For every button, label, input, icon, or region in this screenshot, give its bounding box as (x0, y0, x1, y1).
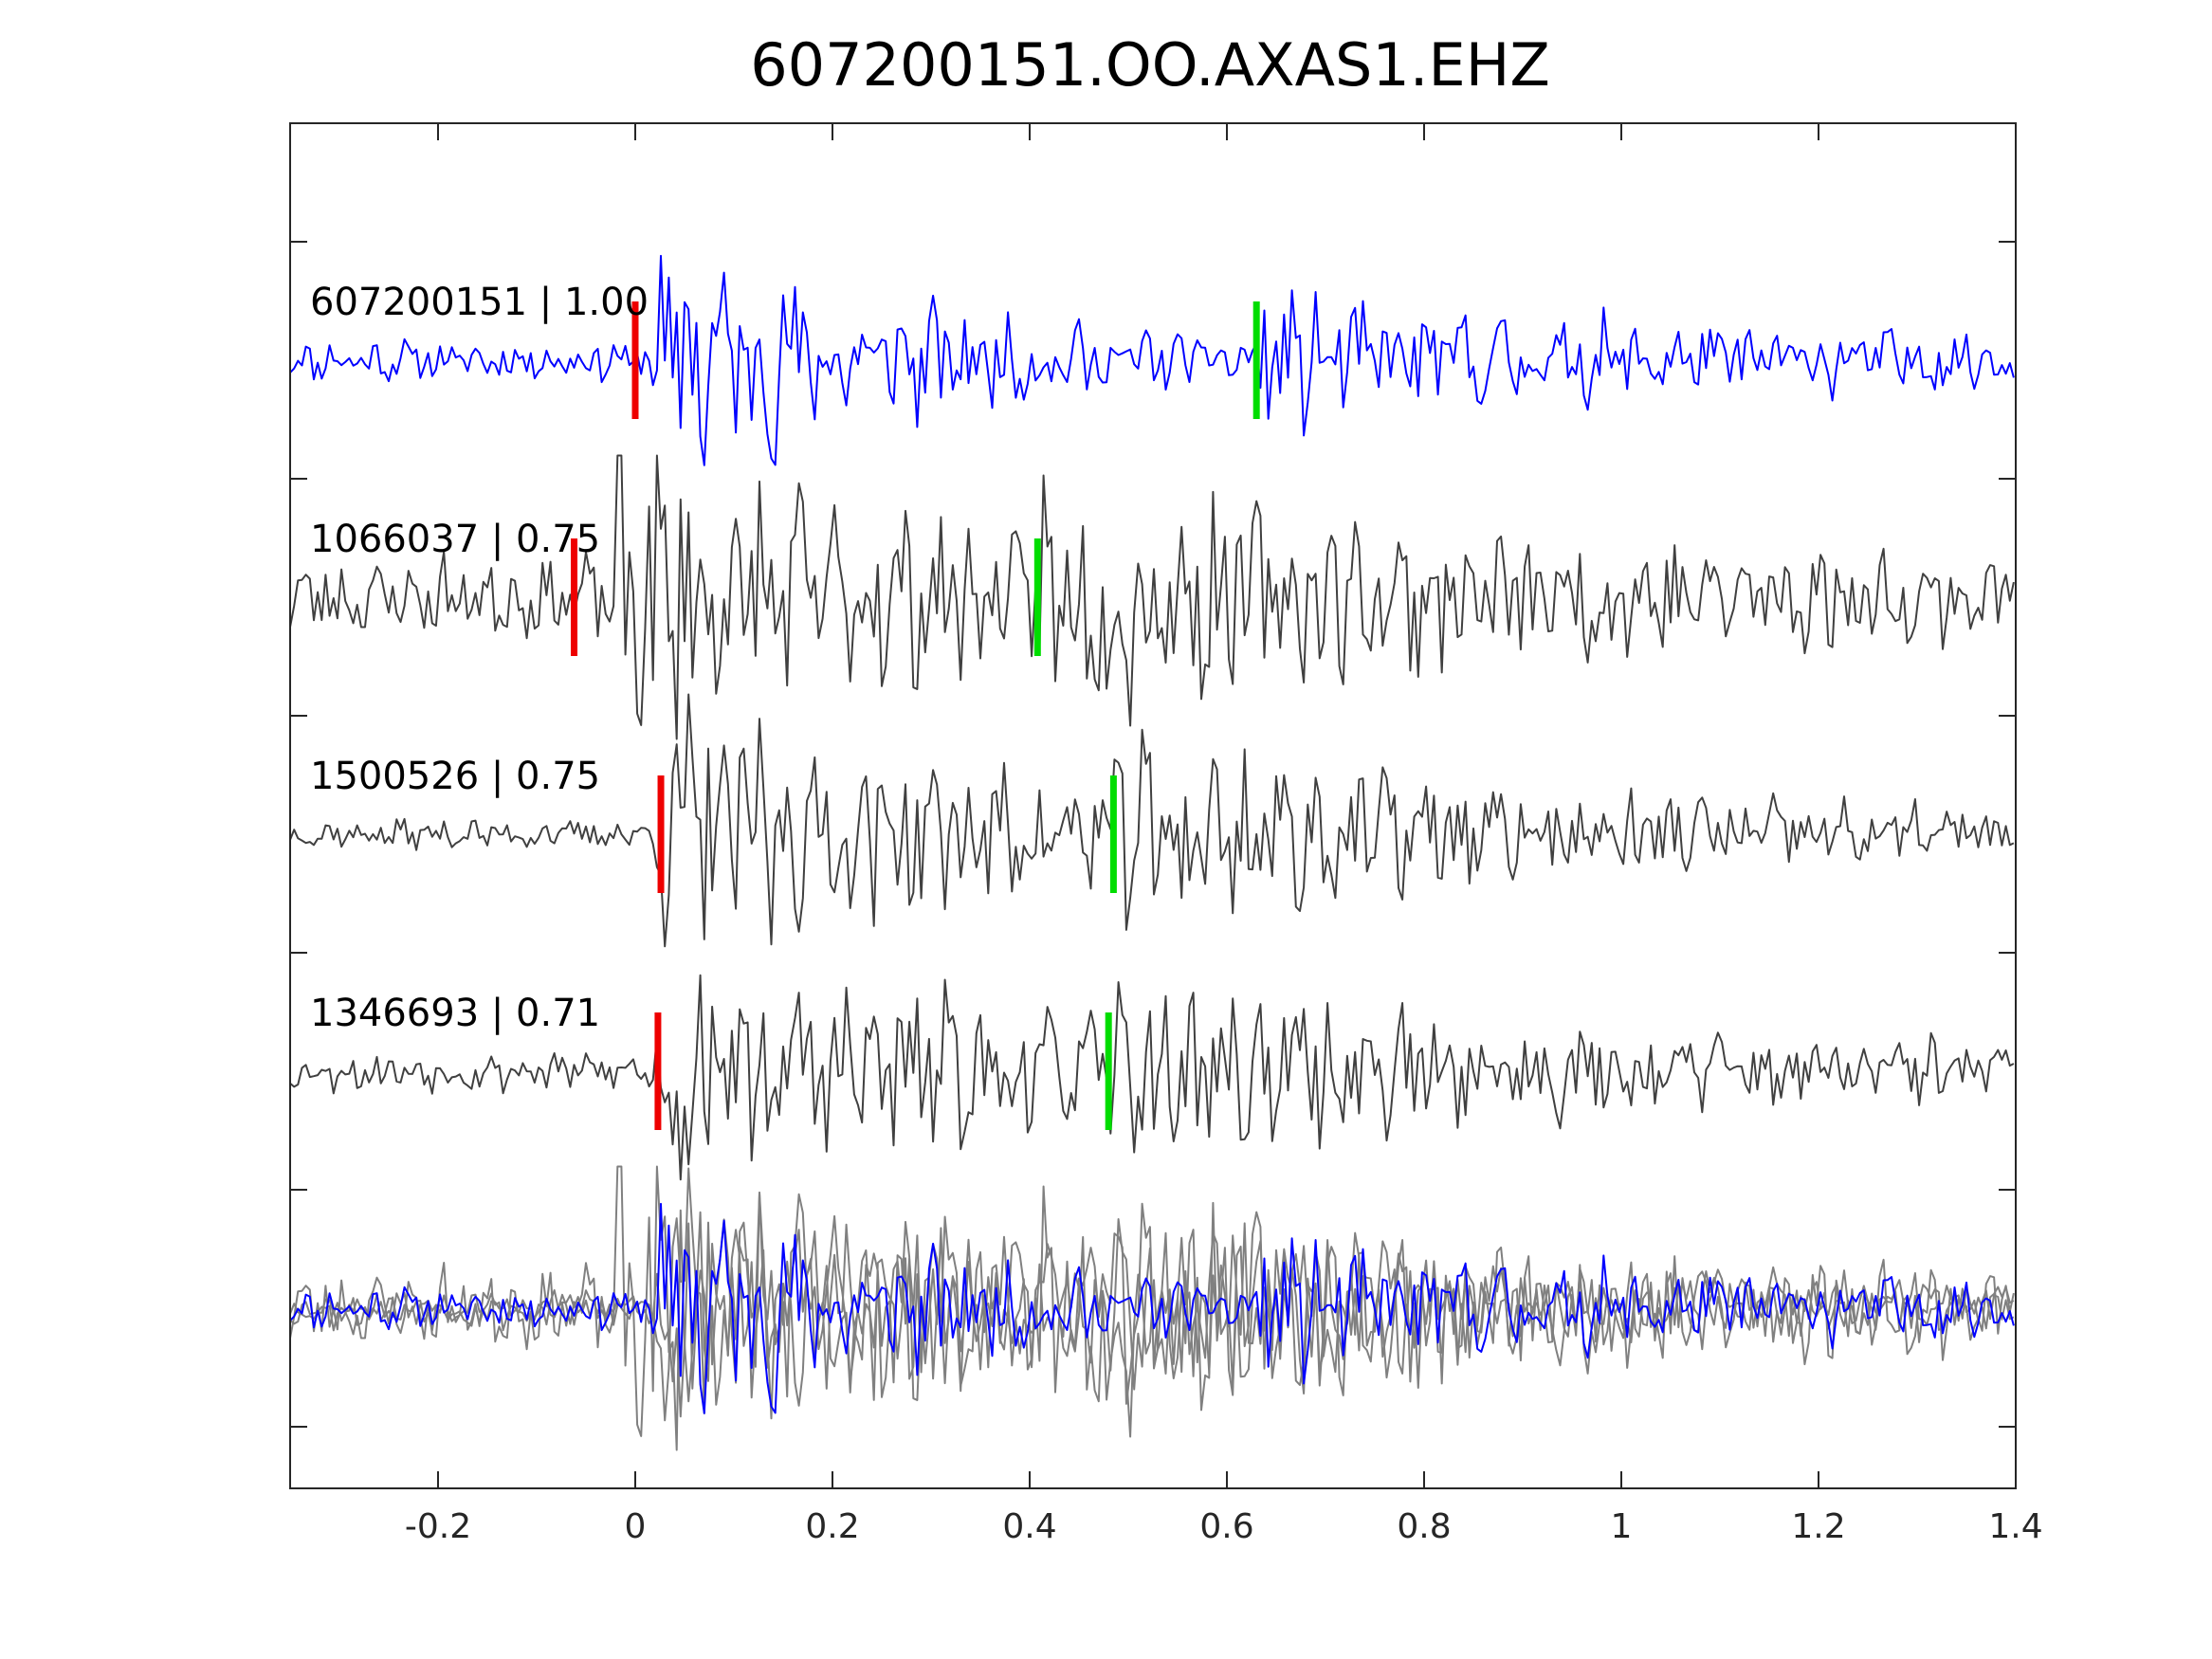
traces-layer (289, 254, 2015, 1451)
overlay-trace-607200151-line (289, 1202, 2015, 1414)
trace-label-607200151: 607200151 | 1.00 (310, 281, 649, 324)
x-tick-label: 0.2 (805, 1507, 859, 1546)
plot-frame (289, 122, 2017, 1489)
axis-ticks-layer: -0.2 0 0.2 0.4 0.6 0.8 1 1.2 1.4 (290, 123, 2043, 1546)
x-tick-label: 1 (1611, 1507, 1633, 1546)
x-tick-label: 0.8 (1397, 1507, 1451, 1546)
trace-607200151-line (289, 254, 2015, 466)
x-tick-label: 0.6 (1199, 1507, 1253, 1546)
x-tick-label: 1.4 (1988, 1507, 2042, 1546)
trace-label-1066037: 1066037 | 0.75 (310, 518, 600, 561)
picks-layer (571, 301, 1260, 1130)
trace-1346693-line (289, 974, 2015, 1181)
trace-1500526-line (289, 693, 2015, 948)
trace-labels-layer: 607200151 | 1.00 1066037 | 0.75 1500526 | … (310, 281, 649, 1035)
chart-title: 607200151.OO.AXAS1.EHZ (750, 30, 1550, 100)
trace-label-1346693: 1346693 | 0.71 (310, 992, 600, 1035)
x-tick-label: 1.2 (1791, 1507, 1845, 1546)
x-tick-label: -0.2 (405, 1507, 471, 1546)
x-tick-label: 0.4 (1002, 1507, 1056, 1546)
plot-area (290, 123, 2016, 1488)
trace-label-1500526: 1500526 | 0.75 (310, 755, 600, 798)
x-tick-label: 0 (625, 1507, 647, 1546)
